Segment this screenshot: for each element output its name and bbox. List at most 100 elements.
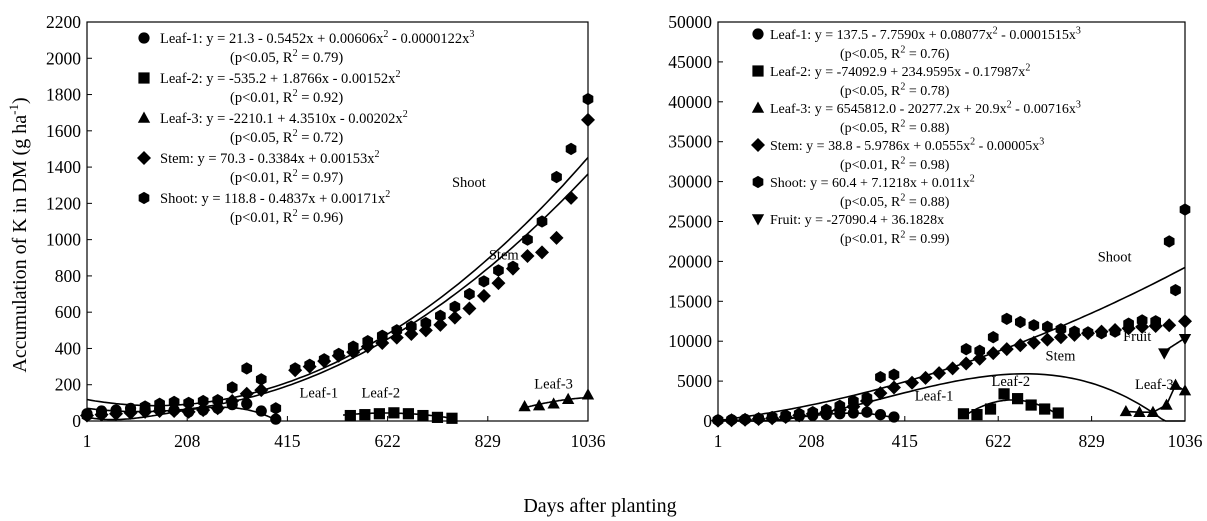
x-tick-label: 622	[374, 431, 400, 451]
data-point-hexagon	[1069, 325, 1080, 338]
data-point-square	[1012, 393, 1024, 405]
data-point-triangle	[561, 392, 575, 404]
data-point-triangle	[1146, 405, 1160, 417]
data-point-hexagon	[1179, 203, 1191, 216]
data-point-hexagon	[289, 362, 301, 375]
data-point-hexagon	[507, 260, 519, 274]
data-point-hexagon	[582, 92, 594, 106]
legend-equation: Leaf-1: y = 137.5 - 7.7590x + 0.08077x2 …	[770, 25, 1081, 43]
x-axis-label: Days after planting	[523, 495, 676, 517]
legend-stats: (p<0.05, R2 = 0.88)	[840, 192, 950, 210]
x-tick-label: 415	[274, 431, 301, 451]
data-point-triangle	[1178, 384, 1192, 396]
y-tick-label: 800	[55, 266, 82, 286]
legend-marker-hexagon	[138, 191, 150, 205]
legend-stats: (p<0.01, R2 = 0.92)	[230, 88, 343, 106]
data-point-hexagon	[807, 406, 819, 419]
y-tick-label: 10000	[668, 331, 712, 351]
x-tick-label: 829	[475, 431, 502, 451]
data-point-circle	[874, 409, 887, 421]
data-point-diamond	[1013, 338, 1028, 353]
y-tick-label: 1200	[46, 193, 81, 213]
data-point-diamond	[886, 380, 901, 395]
y-tick-label: 1800	[46, 85, 81, 105]
data-point-hexagon	[391, 324, 403, 337]
data-point-triangle	[1119, 404, 1133, 417]
data-point-diamond	[225, 394, 240, 409]
y-tick-label: 0	[703, 411, 712, 431]
data-point-hexagon	[1109, 325, 1121, 338]
legend-marker-diamond	[137, 151, 151, 165]
data-point-diamond	[491, 276, 506, 291]
left-chart-panel: 0 200 400 600 800 1000 1200 1400 1600 1800 2000 220…	[46, 12, 606, 451]
y-tick-label: 50000	[668, 12, 712, 32]
data-point-square	[957, 408, 970, 420]
y-tick-label: 30000	[668, 172, 712, 192]
data-point-hexagon	[766, 410, 778, 424]
y-tick-label: 2200	[46, 12, 81, 32]
data-point-hexagon	[362, 335, 374, 348]
data-point-hexagon	[405, 320, 417, 333]
curve-label: Leaf-3	[1135, 377, 1174, 393]
data-point-diamond	[564, 190, 579, 205]
data-point-triangle-down	[1178, 334, 1192, 346]
legend-marker-triangle	[137, 111, 151, 123]
data-point-diamond	[1026, 335, 1041, 350]
legend-stats: (p<0.01, R2 = 0.96)	[230, 208, 343, 226]
curve-label: Fruit	[1123, 329, 1151, 345]
data-point-hexagon	[125, 403, 136, 417]
data-point-triangle	[518, 400, 531, 412]
legend-equation: Shoot: y = 60.4 + 7.1218x + 0.011x2	[770, 173, 975, 191]
legend-marker-circle	[138, 32, 150, 44]
data-point-diamond	[581, 112, 595, 127]
data-point-hexagon	[110, 405, 122, 419]
data-point-hexagon	[81, 409, 93, 422]
x-tick-label: 1036	[1168, 431, 1203, 451]
data-point-hexagon	[493, 264, 504, 277]
data-point-diamond	[905, 375, 920, 390]
x-tick-label: 622	[985, 431, 1011, 451]
data-point-diamond	[959, 356, 974, 371]
data-point-square	[431, 411, 444, 423]
data-point-circle	[255, 405, 267, 417]
right-chart-panel: 0 5000 10000 15000 20000 25000 30000 35000 40000…	[668, 12, 1203, 451]
data-point-hexagon	[420, 316, 432, 330]
legend-stats: (p<0.05, R2 = 0.88)	[840, 118, 950, 136]
data-point-diamond	[476, 288, 491, 303]
data-point-hexagon	[726, 413, 737, 426]
data-point-hexagon	[226, 381, 238, 394]
data-point-hexagon	[780, 409, 792, 422]
y-tick-label: 1600	[46, 121, 81, 141]
data-point-hexagon	[875, 370, 886, 384]
data-point-triangle	[1160, 398, 1173, 410]
data-point-diamond	[210, 401, 225, 416]
data-point-circle	[888, 411, 900, 423]
x-tick-label: 208	[174, 431, 201, 451]
legend-stats: (p<0.05, R2 = 0.72)	[230, 128, 343, 146]
data-point-hexagon	[1123, 317, 1134, 330]
data-point-square	[1052, 407, 1064, 419]
data-point-hexagon	[974, 344, 986, 357]
legend-stats: (p<0.01, R2 = 0.99)	[840, 229, 950, 247]
curve-label: Leaf-1	[915, 388, 954, 404]
legend-stats: (p<0.05, R2 = 0.78)	[840, 81, 950, 99]
data-point-diamond	[447, 310, 462, 325]
data-point-diamond	[535, 245, 550, 260]
data-point-diamond	[520, 248, 535, 263]
y-tick-label: 400	[55, 338, 82, 358]
y-tick-label: 25000	[668, 212, 712, 232]
data-point-hexagon	[435, 309, 446, 322]
data-point-diamond	[945, 361, 960, 376]
legend: Leaf-1: y = 137.5 - 7.7590x + 0.08077x2 …	[751, 25, 1081, 247]
data-point-diamond	[873, 386, 888, 401]
data-point-hexagon	[1028, 319, 1040, 332]
data-point-diamond	[1040, 332, 1055, 347]
legend-equation: Leaf-2: y = -74092.9 + 234.9595x - 0.179…	[770, 62, 1030, 80]
data-point-hexagon	[522, 233, 533, 246]
data-point-hexagon	[565, 142, 577, 156]
legend-marker-triangle-down	[751, 214, 765, 226]
data-point-hexagon	[739, 413, 751, 426]
y-tick-label: 20000	[668, 251, 712, 271]
data-point-hexagon	[449, 300, 461, 313]
